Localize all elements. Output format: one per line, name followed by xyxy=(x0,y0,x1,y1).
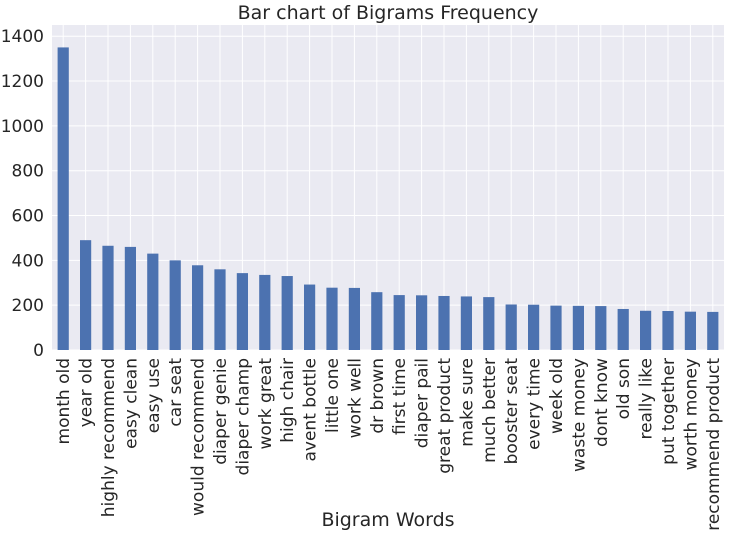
x-tick-label: diaper genie xyxy=(211,358,231,465)
x-axis-ticks: month old year old highly recommend easy cl… xyxy=(54,358,724,531)
x-tick-label: every time xyxy=(525,358,545,450)
bar xyxy=(259,274,271,350)
x-tick-label: diaper pail xyxy=(413,358,433,448)
chart-title: Bar chart of Bigrams Frequency xyxy=(238,2,539,24)
x-tick-label: high chair xyxy=(278,358,298,443)
y-tick-label: 800 xyxy=(12,162,44,182)
bar xyxy=(460,296,472,350)
x-tick-label: car seat xyxy=(166,358,186,427)
x-tick-label: really like xyxy=(637,358,657,440)
x-tick-label: diaper champ xyxy=(233,358,253,475)
bar xyxy=(617,308,629,350)
x-tick-label: work well xyxy=(345,358,365,438)
bar xyxy=(102,245,114,350)
x-axis-label: Bigram Words xyxy=(321,509,454,531)
x-tick-label: year old xyxy=(77,358,97,427)
bar xyxy=(236,273,248,350)
x-tick-label: booster seat xyxy=(502,358,522,465)
bar xyxy=(595,306,607,350)
x-tick-label: waste money xyxy=(569,358,589,472)
bar xyxy=(528,304,540,350)
x-tick-label: recommend product xyxy=(704,358,724,531)
y-tick-label: 200 xyxy=(12,296,44,316)
y-tick-label: 1000 xyxy=(1,117,44,137)
x-tick-label: old son xyxy=(614,358,634,419)
y-tick-label: 600 xyxy=(12,207,44,227)
bar xyxy=(505,304,517,350)
bar xyxy=(707,311,719,350)
x-tick-label: dont know xyxy=(592,358,612,447)
bar xyxy=(483,297,495,350)
x-tick-label: month old xyxy=(54,358,74,445)
bar xyxy=(169,260,181,350)
bar xyxy=(393,295,405,350)
x-tick-label: easy use xyxy=(144,358,164,433)
bar xyxy=(326,287,338,350)
bar xyxy=(371,292,383,350)
x-tick-label: make sure xyxy=(457,358,477,447)
x-tick-label: put together xyxy=(659,358,679,465)
bar xyxy=(348,287,360,350)
bar xyxy=(147,253,159,350)
x-tick-label: little one xyxy=(323,358,343,433)
bar xyxy=(281,276,293,350)
plot-area xyxy=(52,25,724,350)
x-tick-label: would recommend xyxy=(189,358,209,516)
bar xyxy=(662,311,674,350)
x-tick-label: great product xyxy=(435,358,455,474)
bar xyxy=(214,269,226,350)
bar xyxy=(572,305,584,350)
y-tick-label: 0 xyxy=(33,341,44,361)
bar xyxy=(438,295,450,350)
y-tick-label: 1400 xyxy=(1,27,44,47)
bar xyxy=(57,47,69,351)
y-tick-label: 400 xyxy=(12,251,44,271)
y-tick-label: 1200 xyxy=(1,72,44,92)
x-tick-label: week old xyxy=(547,358,567,434)
x-tick-label: easy clean xyxy=(121,358,141,449)
x-tick-label: highly recommend xyxy=(99,358,119,517)
bar xyxy=(684,311,696,350)
bar xyxy=(80,240,92,350)
bar xyxy=(640,310,652,350)
bar xyxy=(304,284,316,350)
x-tick-label: avent bottle xyxy=(301,358,321,462)
x-tick-label: dr brown xyxy=(368,358,388,434)
x-tick-label: first time xyxy=(390,358,410,435)
bar xyxy=(416,295,428,350)
x-tick-label: much better xyxy=(480,358,500,463)
bars xyxy=(57,47,719,351)
bar xyxy=(124,246,136,350)
y-axis-ticks: 0 200 400 600 800 1000 1200 1400 xyxy=(1,27,44,361)
bar xyxy=(192,265,204,350)
x-tick-label: worth money xyxy=(681,358,701,470)
bar xyxy=(550,305,562,350)
x-tick-label: work great xyxy=(256,358,276,450)
